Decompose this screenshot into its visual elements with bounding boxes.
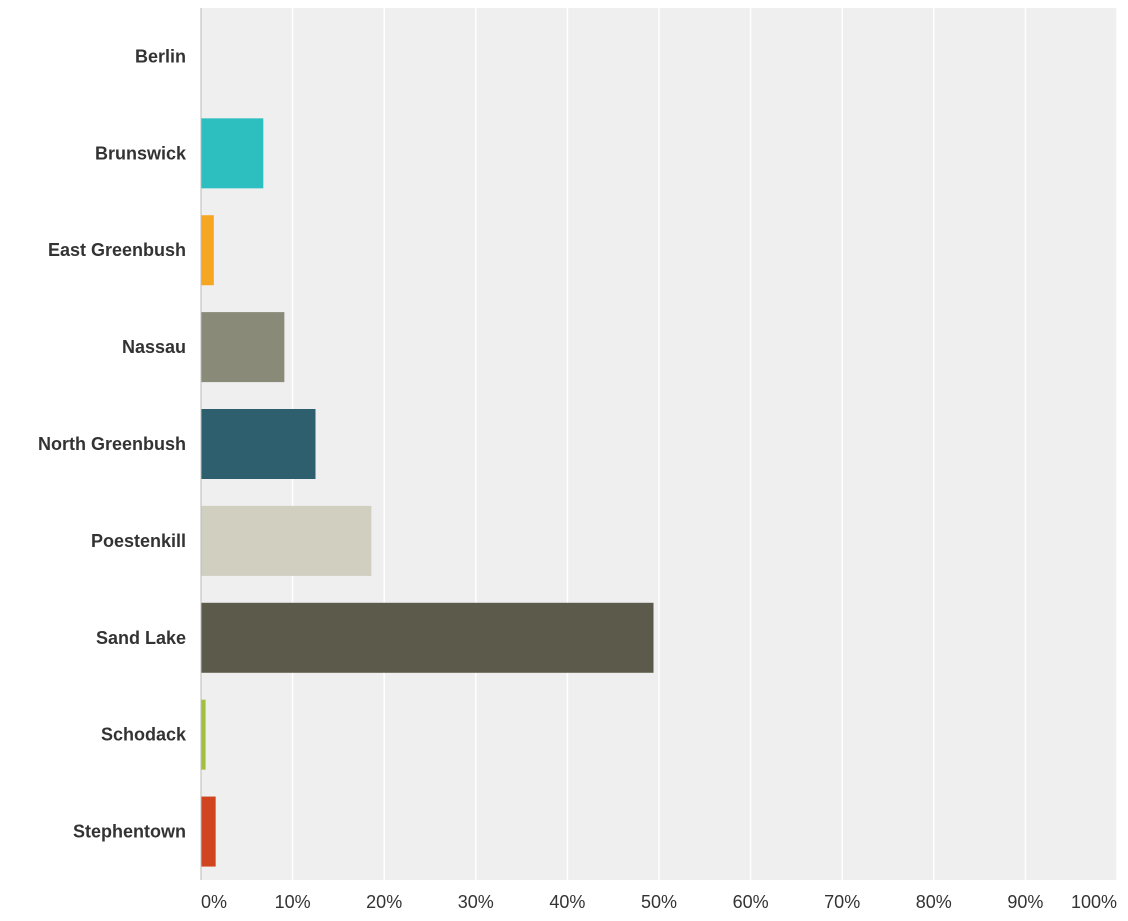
bar-poestenkill[interactable] [201,505,372,576]
x-tick-label: 90% [1007,892,1043,912]
x-tick-label: 40% [549,892,585,912]
x-tick-label: 20% [366,892,402,912]
x-tick-label: 50% [641,892,677,912]
category-label: Schodack [101,725,187,745]
bar-schodack[interactable] [201,699,206,770]
bar-east-greenbush[interactable] [201,215,214,286]
category-label: Stephentown [73,822,186,842]
x-tick-label: 70% [824,892,860,912]
bar-stephentown[interactable] [201,796,216,867]
x-tick-label: 80% [916,892,952,912]
category-label: Poestenkill [91,531,186,551]
x-tick-label: 30% [458,892,494,912]
bar-brunswick[interactable] [201,118,264,189]
x-tick-label: 100% [1071,892,1117,912]
category-label: Nassau [122,337,186,357]
bar-sand-lake[interactable] [201,602,654,673]
x-tick-label: 60% [733,892,769,912]
bar-north-greenbush[interactable] [201,409,316,479]
x-tick-label: 10% [275,892,311,912]
bar-nassau[interactable] [201,312,285,383]
category-label: Brunswick [95,143,187,163]
x-tick-label: 0% [201,892,227,912]
category-label: Sand Lake [96,628,186,648]
category-label: Berlin [135,46,186,66]
category-label: North Greenbush [38,434,186,454]
category-label: East Greenbush [48,240,186,260]
